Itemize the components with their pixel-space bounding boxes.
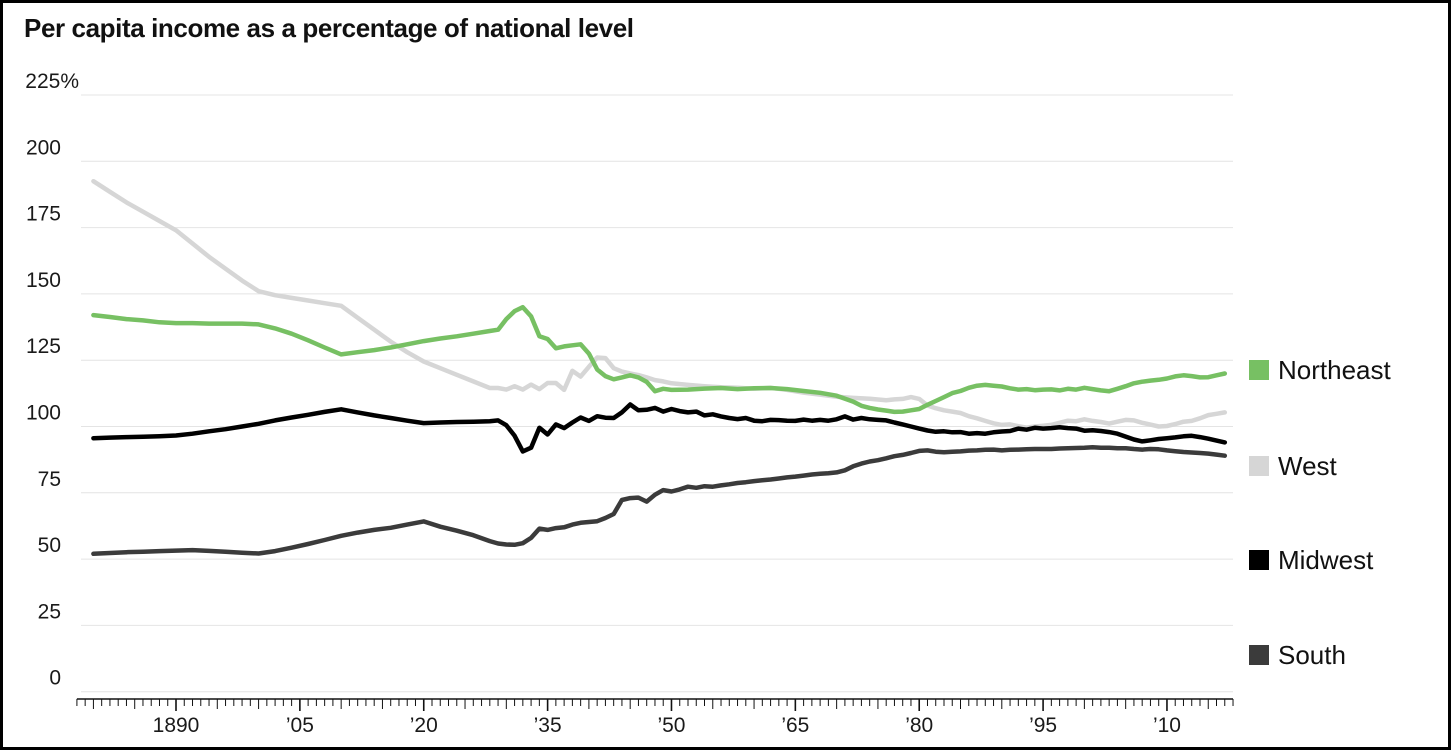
- y-tick-label: 150: [26, 269, 61, 292]
- x-tick-label: ’20: [410, 714, 438, 737]
- x-tick-label: ’95: [1029, 714, 1057, 737]
- y-tick-label: 0: [49, 667, 61, 690]
- x-tick-label: ’35: [534, 714, 562, 737]
- x-tick-label: ’80: [905, 714, 933, 737]
- y-tick-label: 50: [38, 534, 61, 557]
- x-tick-label: ’50: [657, 714, 685, 737]
- gridlines: [81, 94, 1233, 693]
- legend-label-northeast: Northeast: [1278, 354, 1391, 385]
- legend-label-midwest: Midwest: [1278, 544, 1374, 575]
- x-tick-label: ’65: [781, 714, 809, 737]
- legend-item-northeast: Northeast: [1249, 355, 1391, 385]
- legend-item-south: South: [1249, 640, 1346, 670]
- midwest-swatch-icon: [1249, 550, 1269, 570]
- legend-item-west: West: [1249, 451, 1337, 481]
- y-tick-label: 75: [38, 468, 61, 491]
- series-line-midwest: [91, 402, 1228, 454]
- line-chart-canvas: 225% 200 175 150 125 100 75 50 25 0 1890 ’05 ’20 ’35 ’…: [25, 70, 1234, 737]
- y-tick-label: 25: [38, 600, 61, 623]
- y-tick-label: 175: [26, 203, 61, 226]
- x-tick-label: ’05: [286, 714, 314, 737]
- chart-title: Per capita income as a percentage of nat…: [24, 13, 634, 43]
- x-tick-label: ’10: [1153, 714, 1181, 737]
- y-tick-label: 125: [26, 335, 61, 358]
- y-axis-labels: 225% 200 175 150 125 100 75 50 25 0: [25, 70, 79, 690]
- legend-item-midwest: Midwest: [1249, 545, 1373, 575]
- northeast-swatch-icon: [1249, 360, 1269, 380]
- south-swatch-icon: [1249, 645, 1269, 665]
- series-line-south: [91, 444, 1228, 557]
- west-swatch-icon: [1249, 456, 1269, 476]
- y-tick-label: 225%: [25, 70, 79, 93]
- x-tick-label: 1890: [153, 714, 200, 737]
- y-tick-label: 100: [26, 402, 61, 425]
- legend-label-south: South: [1278, 639, 1346, 670]
- legend-label-west: West: [1278, 450, 1337, 481]
- y-tick-label: 200: [26, 136, 61, 159]
- x-axis: [76, 698, 1234, 711]
- series-line-northeast: [91, 304, 1228, 415]
- x-axis-labels: 1890 ’05 ’20 ’35 ’50 ’65 ’80 ’95 ’10: [153, 714, 1181, 737]
